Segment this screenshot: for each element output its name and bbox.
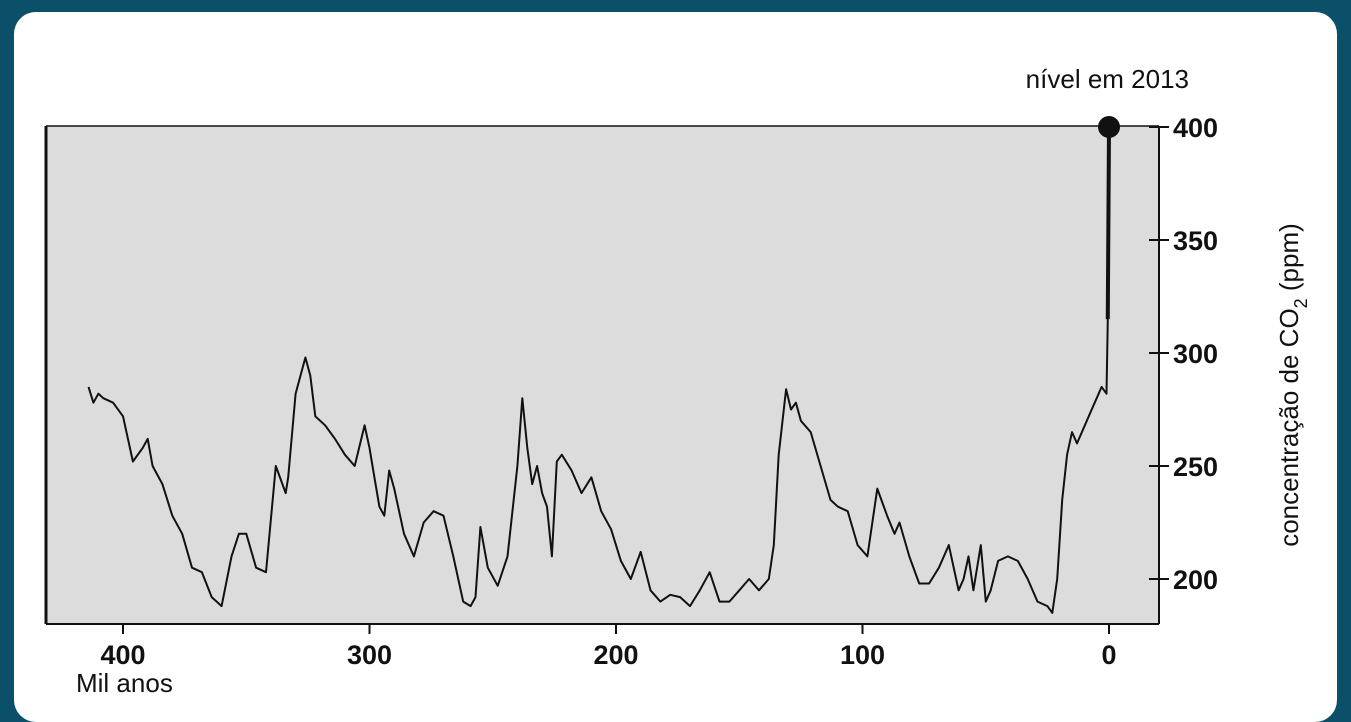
y-tick-label: 350 — [1173, 226, 1218, 256]
plot-area — [46, 126, 1159, 624]
x-tick-label: 100 — [840, 640, 885, 670]
x-tick-label: 400 — [100, 640, 145, 670]
chart-card: 400 300 200 100 0 200 250 300 350 400 nível em 2… — [14, 12, 1337, 722]
annotation-nivel-2013: nível em 2013 — [1026, 64, 1189, 94]
co2-chart: 400 300 200 100 0 200 250 300 350 400 nível em 2… — [44, 64, 1311, 698]
modern-spike-line — [1105, 126, 1111, 320]
x-tick-label: 200 — [593, 640, 638, 670]
y-tick-label: 300 — [1173, 339, 1218, 369]
y-axis-label: concentração de CO2 (ppm) — [1274, 223, 1311, 547]
y-axis-label-unit: (ppm) — [1274, 223, 1304, 298]
x-tick-label: 300 — [347, 640, 392, 670]
y-axis-label-main: concentração de CO — [1274, 308, 1304, 546]
y-ticks: 200 250 300 350 400 — [1149, 113, 1218, 595]
y-tick-label: 200 — [1173, 565, 1218, 595]
level-2013-marker — [1098, 116, 1120, 138]
y-tick-label: 400 — [1173, 113, 1218, 143]
y-axis-label-subscript: 2 — [1291, 298, 1311, 308]
y-tick-label: 250 — [1173, 452, 1218, 482]
co2-series-line — [87, 126, 1110, 614]
x-axis-label: Mil anos — [76, 668, 173, 698]
x-ticks: 400 300 200 100 0 — [100, 624, 1117, 670]
x-tick-label: 0 — [1101, 640, 1116, 670]
